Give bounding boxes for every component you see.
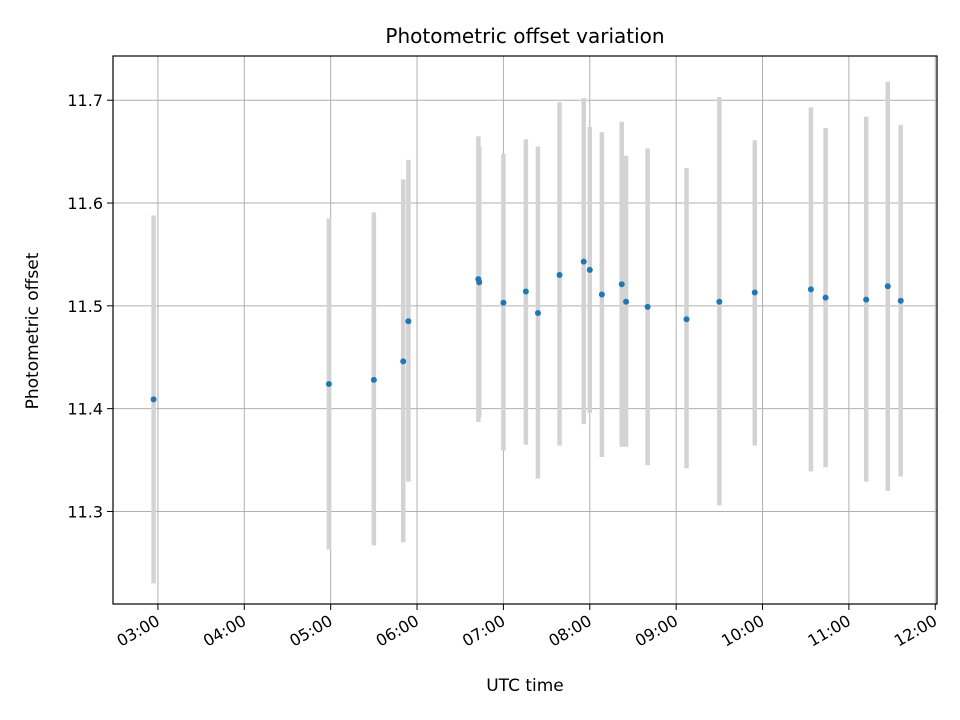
data-point <box>400 358 407 365</box>
chart-title: Photometric offset variation <box>385 24 664 48</box>
data-point <box>863 296 870 303</box>
data-point <box>623 298 630 305</box>
plot-frame <box>112 55 938 605</box>
data-point <box>598 291 605 298</box>
data-point <box>405 318 412 325</box>
y-tick-label: 11.6 <box>67 194 103 213</box>
data-point <box>500 299 507 306</box>
data-point <box>716 298 723 305</box>
y-axis-ticks: 11.3 11.4 11.5 11.6 11.7 <box>67 91 113 521</box>
data-point <box>325 380 332 387</box>
data-point <box>807 286 814 293</box>
data-point <box>522 288 529 295</box>
data-point <box>580 258 587 265</box>
data-point <box>150 396 157 403</box>
data-point <box>884 283 891 290</box>
data-point <box>644 303 651 310</box>
data-point <box>751 289 758 296</box>
y-tick-label: 11.4 <box>67 400 103 419</box>
data-point <box>683 316 690 323</box>
x-axis-label: UTC time <box>486 676 564 696</box>
data-point <box>370 376 377 383</box>
data-point <box>822 294 829 301</box>
y-axis-label: Photometric offset <box>23 252 43 409</box>
data-point <box>897 297 904 304</box>
y-tick-label: 11.5 <box>67 297 103 316</box>
data-point <box>534 310 541 317</box>
data-point <box>556 271 563 278</box>
data-points <box>150 258 904 403</box>
data-point <box>586 266 593 273</box>
y-tick-label: 11.7 <box>67 91 103 110</box>
data-point <box>618 281 625 288</box>
y-tick-label: 11.3 <box>67 502 103 521</box>
data-point <box>476 279 483 286</box>
